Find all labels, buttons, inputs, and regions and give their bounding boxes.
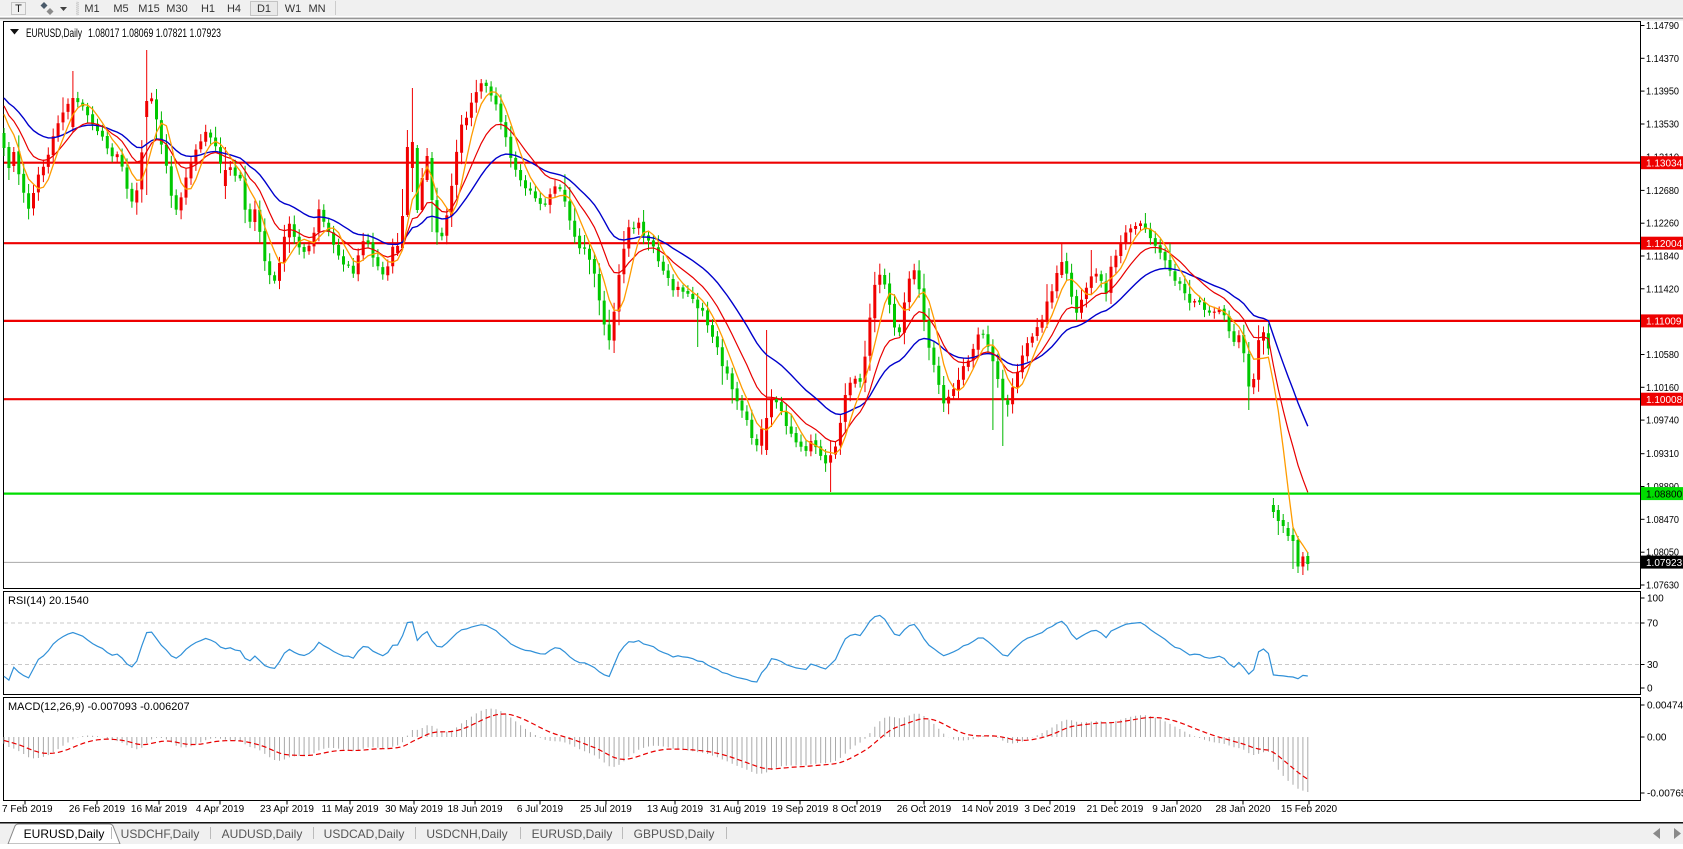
svg-text:1.11009: 1.11009: [1646, 317, 1682, 328]
svg-text:23 Apr 2019: 23 Apr 2019: [260, 804, 314, 815]
svg-text:1.09310: 1.09310: [1646, 449, 1679, 460]
svg-text:0.00: 0.00: [1647, 733, 1667, 744]
svg-text:15 Feb 2020: 15 Feb 2020: [1281, 804, 1338, 815]
svg-text:H4: H4: [227, 3, 241, 15]
svg-text:AUDUSD,Daily: AUDUSD,Daily: [222, 827, 303, 841]
svg-text:1.07630: 1.07630: [1646, 581, 1679, 592]
svg-text:M15: M15: [138, 3, 159, 15]
svg-text:1.08017 1.08069 1.07821 1.0792: 1.08017 1.08069 1.07821 1.07923: [88, 26, 221, 40]
svg-text:M30: M30: [166, 3, 187, 15]
svg-text:M5: M5: [113, 3, 128, 15]
svg-text:MN: MN: [308, 3, 325, 15]
svg-text:1.07923: 1.07923: [1646, 558, 1683, 569]
svg-text:28 Jan 2020: 28 Jan 2020: [1215, 804, 1270, 815]
svg-text:30: 30: [1647, 660, 1659, 671]
svg-text:1.09740: 1.09740: [1646, 416, 1679, 427]
svg-text:100: 100: [1647, 594, 1664, 605]
svg-text:1.14370: 1.14370: [1646, 54, 1679, 65]
svg-text:6 Jul 2019: 6 Jul 2019: [517, 804, 564, 815]
svg-text:1.14790: 1.14790: [1646, 21, 1679, 32]
svg-text:T: T: [15, 3, 22, 15]
svg-text:30 May 2019: 30 May 2019: [385, 804, 443, 815]
svg-text:1.08050: 1.08050: [1646, 548, 1679, 559]
svg-text:EURUSD,Daily: EURUSD,Daily: [26, 26, 82, 40]
svg-text:0: 0: [1647, 684, 1653, 695]
svg-text:1.13950: 1.13950: [1646, 87, 1679, 98]
svg-text:1.12260: 1.12260: [1646, 219, 1679, 230]
svg-text:26 Feb 2019: 26 Feb 2019: [69, 804, 126, 815]
svg-text:31 Aug 2019: 31 Aug 2019: [710, 804, 767, 815]
svg-text:1.13530: 1.13530: [1646, 120, 1679, 131]
svg-text:1.10008: 1.10008: [1646, 395, 1683, 406]
svg-text:1.08470: 1.08470: [1646, 515, 1679, 526]
svg-text:8 Oct 2019: 8 Oct 2019: [833, 804, 882, 815]
svg-text:D1: D1: [257, 3, 271, 15]
svg-text:1.11420: 1.11420: [1646, 284, 1679, 295]
svg-text:1.13034: 1.13034: [1646, 159, 1683, 170]
svg-text:18 Jun 2019: 18 Jun 2019: [447, 804, 502, 815]
svg-text:70: 70: [1647, 619, 1659, 630]
svg-text:1.12680: 1.12680: [1646, 186, 1679, 197]
svg-text:MACD(12,26,9) -0.007093 -0.006: MACD(12,26,9) -0.007093 -0.006207: [8, 701, 190, 713]
svg-text:7 Feb 2019: 7 Feb 2019: [2, 804, 53, 815]
svg-text:1.10160: 1.10160: [1646, 383, 1679, 394]
svg-text:1.11840: 1.11840: [1646, 252, 1679, 263]
svg-text:9 Jan 2020: 9 Jan 2020: [1152, 804, 1202, 815]
svg-text:19 Sep 2019: 19 Sep 2019: [772, 804, 829, 815]
svg-text:EURUSD,Daily: EURUSD,Daily: [24, 827, 105, 841]
svg-text:3 Dec 2019: 3 Dec 2019: [1024, 804, 1076, 815]
svg-text:RSI(14) 20.1540: RSI(14) 20.1540: [8, 595, 89, 607]
svg-text:13 Aug 2019: 13 Aug 2019: [647, 804, 704, 815]
svg-text:W1: W1: [285, 3, 302, 15]
svg-text:14 Nov 2019: 14 Nov 2019: [962, 804, 1019, 815]
svg-text:25 Jul 2019: 25 Jul 2019: [580, 804, 632, 815]
svg-text:-0.007656: -0.007656: [1647, 789, 1683, 800]
svg-text:USDCHF,Daily: USDCHF,Daily: [121, 827, 200, 841]
svg-text:GBPUSD,Daily: GBPUSD,Daily: [634, 827, 715, 841]
svg-text:H1: H1: [201, 3, 215, 15]
svg-text:0.004742: 0.004742: [1647, 701, 1683, 712]
svg-text:EURUSD,Daily: EURUSD,Daily: [532, 827, 613, 841]
svg-text:USDCNH,Daily: USDCNH,Daily: [426, 827, 507, 841]
svg-text:1.10580: 1.10580: [1646, 350, 1679, 361]
svg-text:11 May 2019: 11 May 2019: [321, 804, 379, 815]
svg-text:26 Oct 2019: 26 Oct 2019: [897, 804, 952, 815]
svg-text:16 Mar 2019: 16 Mar 2019: [131, 804, 188, 815]
svg-text:1.12004: 1.12004: [1646, 239, 1683, 250]
svg-text:1.08800: 1.08800: [1646, 489, 1683, 500]
svg-text:USDCAD,Daily: USDCAD,Daily: [324, 827, 405, 841]
svg-text:4 Apr 2019: 4 Apr 2019: [196, 804, 245, 815]
svg-text:21 Dec 2019: 21 Dec 2019: [1087, 804, 1144, 815]
svg-text:M1: M1: [84, 3, 99, 15]
